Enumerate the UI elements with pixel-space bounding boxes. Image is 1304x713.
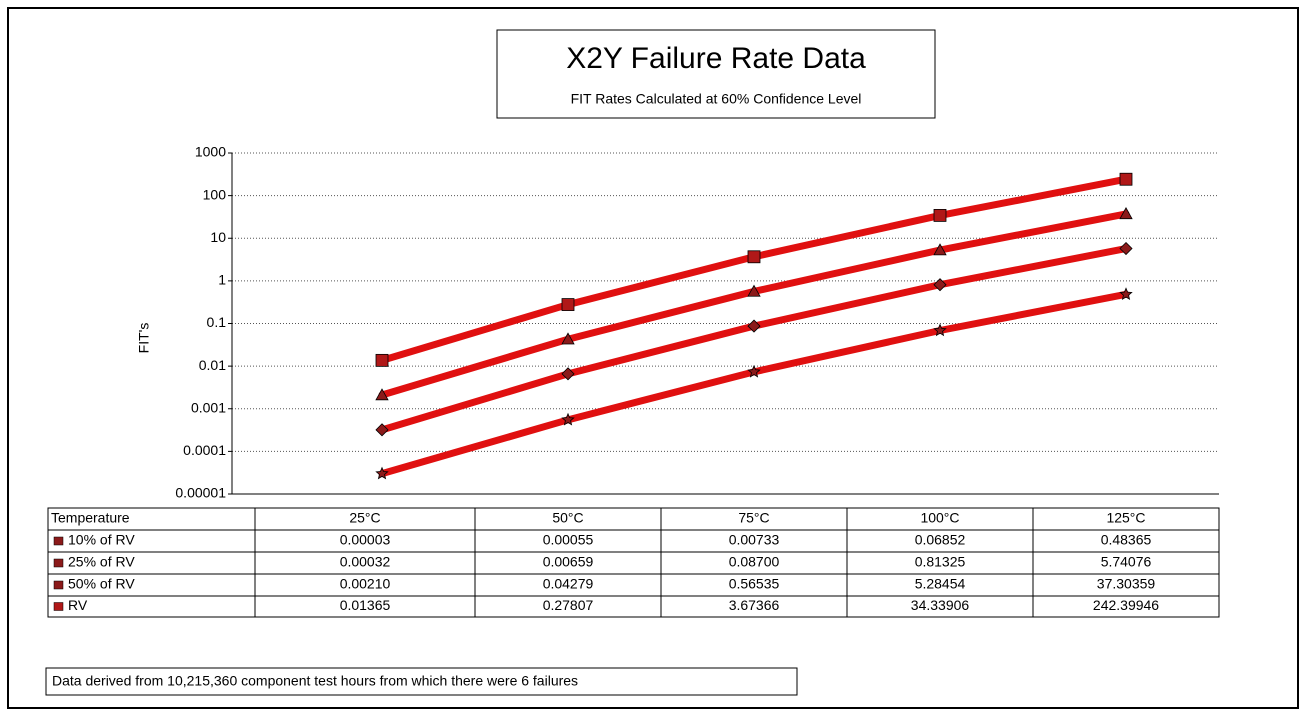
marker <box>375 423 389 437</box>
marker <box>375 388 389 401</box>
legend-swatch <box>53 580 64 590</box>
marker <box>747 364 761 378</box>
marker <box>1119 172 1133 186</box>
chart-subtitle: FIT Rates Calculated at 60% Confidence L… <box>571 91 862 107</box>
table-header: Temperature <box>51 510 130 526</box>
x-tick-label: 125°C <box>1106 510 1145 526</box>
y-tick-label: 1000 <box>195 144 226 160</box>
legend-label: 10% of RV <box>68 532 135 548</box>
table-value: 0.00003 <box>340 532 391 548</box>
marker <box>933 278 947 292</box>
y-tick-label: 0.0001 <box>183 442 226 458</box>
marker <box>747 284 761 297</box>
x-tick-label: 50°C <box>552 510 583 526</box>
marker <box>375 353 389 367</box>
table-value: 0.06852 <box>915 532 966 548</box>
marker <box>933 323 947 337</box>
legend-label: RV <box>68 597 88 613</box>
x-tick-label: 75°C <box>738 510 769 526</box>
x-tick-label: 25°C <box>349 510 380 526</box>
table-value: 0.00210 <box>340 576 391 592</box>
marker <box>561 298 575 311</box>
legend-label: 50% of RV <box>68 576 135 592</box>
table-value: 0.00032 <box>340 554 391 570</box>
marker <box>933 243 947 256</box>
marker <box>561 367 575 381</box>
table-value: 0.81325 <box>915 554 966 570</box>
title-box <box>496 29 936 119</box>
y-tick-label: 10 <box>210 229 226 245</box>
marker <box>933 209 947 222</box>
marker <box>747 250 761 264</box>
table-value: 37.30359 <box>1097 576 1156 592</box>
y-tick-label: 1 <box>218 272 226 288</box>
legend-label: 25% of RV <box>68 554 135 570</box>
table-value: 0.48365 <box>1101 532 1152 548</box>
table-value: 3.67366 <box>729 597 780 613</box>
data-table <box>47 507 1220 618</box>
marker <box>561 332 575 345</box>
legend-swatch <box>53 536 64 546</box>
table-value: 34.33906 <box>911 597 970 613</box>
y-tick-label: 0.01 <box>199 357 226 373</box>
table-value: 242.39946 <box>1093 597 1159 613</box>
legend-swatch <box>53 558 64 568</box>
table-value: 0.27807 <box>543 597 594 613</box>
table-value: 0.04279 <box>543 576 594 592</box>
table-value: 5.74076 <box>1101 554 1152 570</box>
table-value: 5.28454 <box>915 576 966 592</box>
footnote: Data derived from 10,215,360 component t… <box>52 673 578 689</box>
table-value: 0.00055 <box>543 532 594 548</box>
marker <box>561 412 575 426</box>
y-tick-label: 0.1 <box>207 314 227 330</box>
table-value: 0.56535 <box>729 576 780 592</box>
y-tick-label: 0.00001 <box>175 485 226 501</box>
y-tick-label: 0.001 <box>191 399 226 415</box>
table-value: 0.08700 <box>729 554 780 570</box>
plot-area <box>232 153 1219 494</box>
marker <box>747 319 761 333</box>
chart-title: X2Y Failure Rate Data <box>566 42 866 75</box>
marker <box>1119 241 1133 256</box>
marker <box>1119 207 1133 220</box>
x-tick-label: 100°C <box>920 510 959 526</box>
table-value: 0.00659 <box>543 554 594 570</box>
y-tick-label: 100 <box>203 186 227 202</box>
legend-swatch <box>53 602 64 611</box>
table-value: 0.01365 <box>340 597 391 613</box>
marker <box>1119 287 1133 301</box>
table-value: 0.00733 <box>729 532 780 548</box>
y-axis-label: FIT's <box>136 323 152 354</box>
footnote-box <box>45 667 798 696</box>
marker <box>375 466 389 480</box>
